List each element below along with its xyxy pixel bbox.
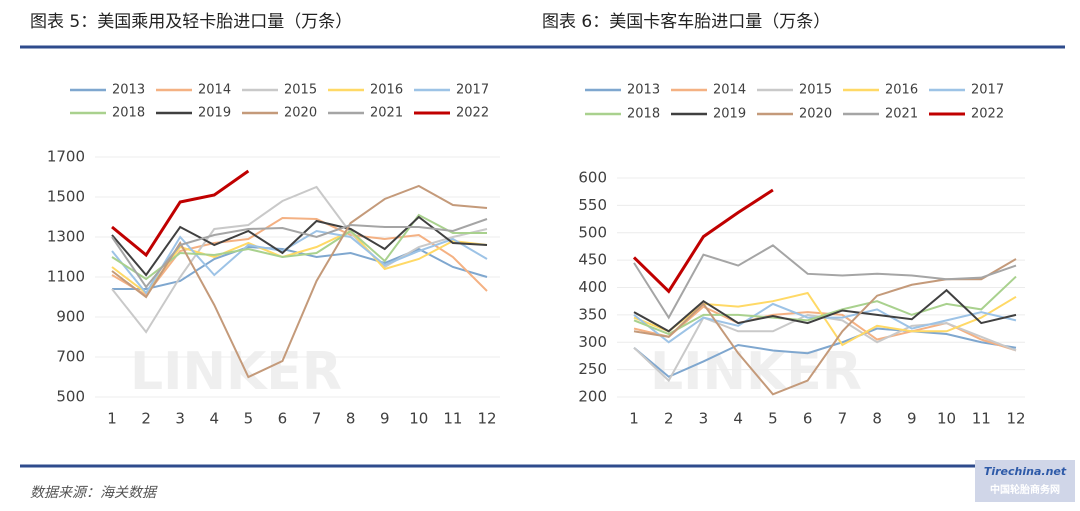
x-tick-label: 9 [907, 410, 917, 428]
y-tick-label: 400 [578, 278, 607, 296]
x-tick-label: 11 [972, 410, 991, 428]
y-tick-label: 1700 [47, 148, 85, 166]
legend-label: 2021 [885, 107, 918, 122]
x-tick-label: 1 [107, 410, 117, 428]
series-line [111, 213, 487, 281]
series-line [111, 218, 488, 289]
x-tick-label: 5 [768, 410, 778, 428]
y-tick-label: 350 [578, 305, 607, 323]
x-tick-label: 7 [312, 410, 322, 428]
x-tick-label: 9 [380, 410, 390, 428]
legend-label: 2021 [370, 106, 403, 121]
x-tick-label: 12 [477, 410, 496, 428]
series-line [111, 229, 488, 295]
series-line [633, 327, 1017, 378]
y-tick-label: 700 [56, 348, 85, 366]
series-line [111, 185, 488, 334]
y-tick-label: 1100 [47, 268, 85, 286]
legend-label: 2018 [627, 107, 660, 122]
series-line [633, 288, 1017, 333]
x-tick-label: 6 [803, 410, 813, 428]
x-tick-label: 4 [733, 410, 743, 428]
legend-label: 2013 [112, 83, 145, 98]
legend-label: 2020 [799, 107, 832, 122]
logo-name: Tirechina.net [984, 465, 1067, 478]
x-tick-label: 1 [629, 410, 639, 428]
chart-title: 图表 5：美国乘用及轻卡胎进口量（万条） [30, 12, 352, 32]
series-line [632, 188, 774, 294]
x-tick-label: 4 [209, 410, 219, 428]
x-tick-label: 6 [278, 410, 288, 428]
logo-box [975, 460, 1075, 502]
legend-label: 2019 [713, 107, 746, 122]
legend-label: 2016 [370, 83, 403, 98]
x-tick-label: 2 [141, 410, 151, 428]
y-tick-label: 200 [578, 388, 607, 406]
legend-label: 2015 [284, 83, 317, 98]
x-tick-label: 12 [1006, 410, 1025, 428]
source-note: 数据来源：海关数据 [30, 485, 158, 501]
legend-label: 2022 [971, 107, 1004, 122]
legend-label: 2016 [885, 83, 918, 98]
chart-title: 图表 6：美国卡客车胎进口量（万条） [542, 12, 830, 32]
x-tick-label: 2 [664, 410, 674, 428]
y-tick-label: 250 [578, 360, 607, 378]
y-tick-label: 450 [578, 251, 607, 269]
x-tick-label: 8 [346, 410, 356, 428]
legend-label: 2018 [112, 106, 145, 121]
legend-label: 2020 [284, 106, 317, 121]
x-tick-label: 11 [443, 410, 462, 428]
logo-subtitle: 中国轮胎商务网 [990, 483, 1060, 496]
legend-label: 2014 [713, 83, 746, 98]
y-tick-label: 500 [578, 223, 607, 241]
x-tick-label: 7 [838, 410, 848, 428]
series-line [111, 229, 488, 295]
legend-label: 2022 [456, 106, 489, 121]
y-tick-label: 500 [56, 388, 85, 406]
legend-label: 2017 [456, 83, 489, 98]
legend-label: 2017 [971, 83, 1004, 98]
x-tick-label: 8 [872, 410, 882, 428]
y-tick-label: 900 [56, 308, 85, 326]
x-tick-label: 5 [244, 410, 254, 428]
legend-label: 2013 [627, 83, 660, 98]
y-tick-label: 550 [578, 196, 607, 214]
y-tick-label: 600 [578, 169, 607, 187]
series-line [111, 169, 250, 258]
y-tick-label: 1300 [47, 228, 85, 246]
series-line [633, 244, 1017, 320]
legend-label: 2015 [799, 83, 832, 98]
y-tick-label: 300 [578, 333, 607, 351]
series-line [111, 215, 488, 277]
series-line [633, 275, 1017, 336]
legend-label: 2014 [198, 83, 231, 98]
x-tick-label: 10 [409, 410, 428, 428]
x-tick-label: 3 [175, 410, 185, 428]
y-tick-label: 1500 [47, 188, 85, 206]
legend-label: 2019 [198, 106, 231, 121]
x-tick-label: 10 [937, 410, 956, 428]
x-tick-label: 3 [699, 410, 709, 428]
